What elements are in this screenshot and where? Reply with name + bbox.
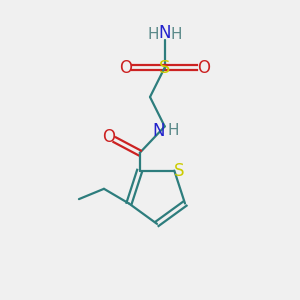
Text: H: H xyxy=(167,123,179,138)
Text: H: H xyxy=(148,27,159,42)
Text: O: O xyxy=(102,128,115,146)
Text: O: O xyxy=(119,58,132,76)
Text: H: H xyxy=(170,27,182,42)
Text: N: N xyxy=(158,24,171,42)
Text: S: S xyxy=(159,58,170,76)
Text: S: S xyxy=(173,162,184,180)
Text: O: O xyxy=(197,58,210,76)
Text: N: N xyxy=(152,122,164,140)
